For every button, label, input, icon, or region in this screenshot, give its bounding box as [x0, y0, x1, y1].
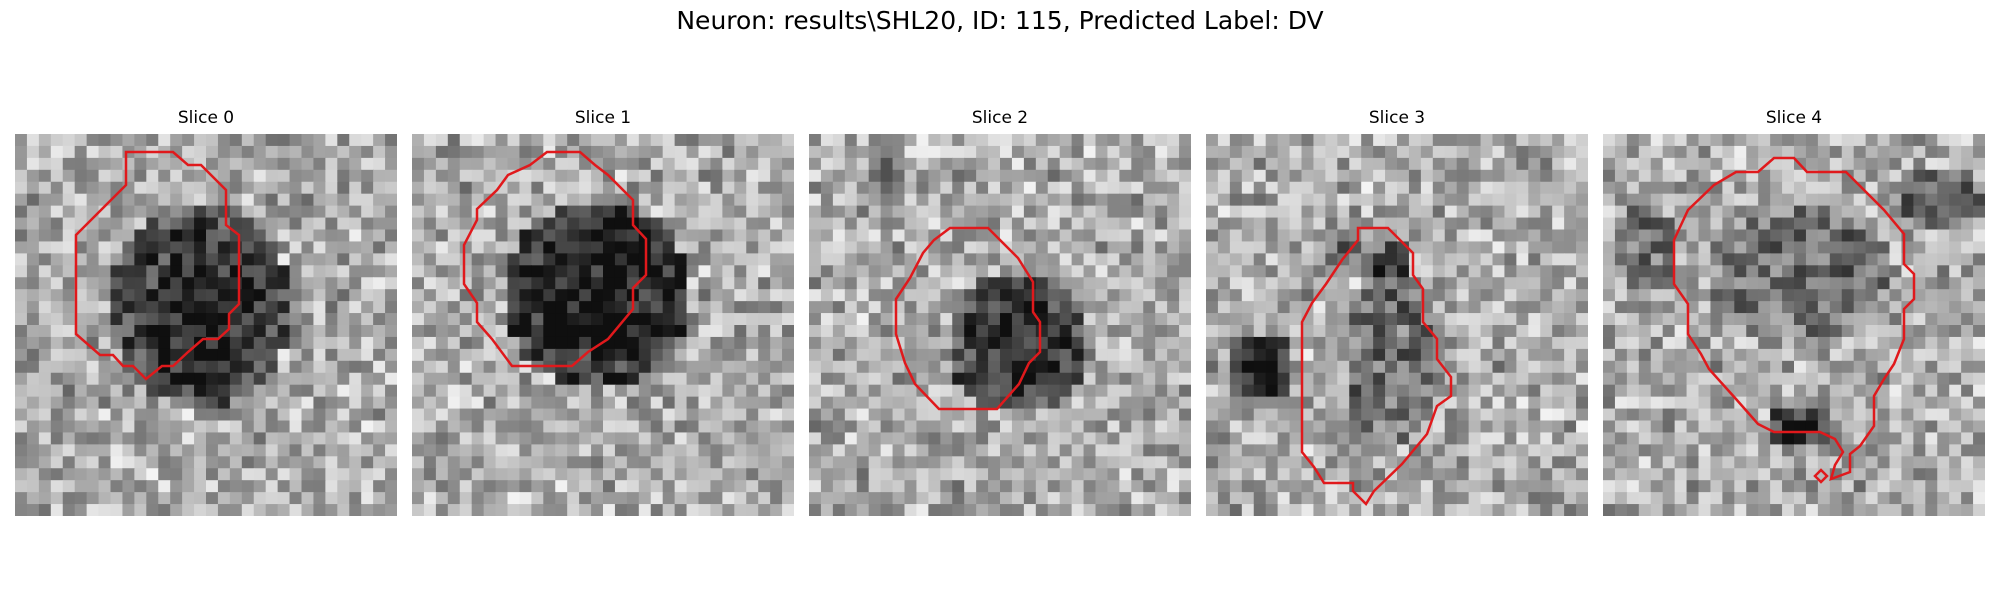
slice-title: Slice 2 [809, 108, 1191, 128]
pixel-grid [1603, 134, 1985, 516]
slice-image-4 [1603, 134, 1985, 516]
slice-image-2 [809, 134, 1191, 516]
slice-title: Slice 4 [1603, 108, 1985, 128]
slice-image-3 [1206, 134, 1588, 516]
slice-title: Slice 0 [15, 108, 397, 128]
slice-title: Slice 1 [412, 108, 794, 128]
pixel-grid [412, 134, 794, 516]
pixel-grid [809, 134, 1191, 516]
slice-image-1 [412, 134, 794, 516]
slice-image-0 [15, 134, 397, 516]
figure-title: Neuron: results\SHL20, ID: 115, Predicte… [0, 6, 2000, 35]
pixel-grid [15, 134, 397, 516]
slice-title: Slice 3 [1206, 108, 1588, 128]
pixel-grid [1206, 134, 1588, 516]
